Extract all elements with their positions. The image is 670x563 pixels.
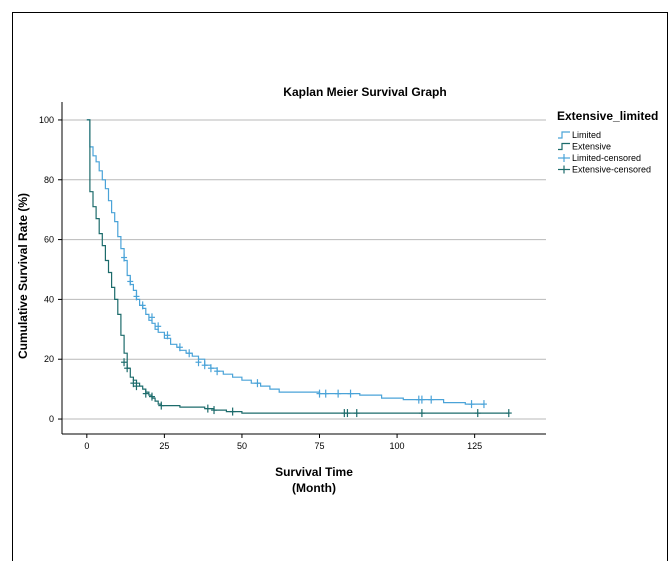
censor-mark-extensive — [211, 406, 218, 415]
legend-swatch — [558, 142, 570, 151]
censor-mark-limited — [186, 349, 193, 358]
legend-item: Extensive-censored — [558, 165, 651, 175]
legend-item: Limited-censored — [558, 153, 641, 163]
x-tick-label: 25 — [159, 441, 169, 451]
censor-mark-limited — [155, 322, 162, 331]
censor-mark-limited — [468, 400, 475, 409]
censor-mark-extensive — [148, 392, 155, 401]
legend-label: Limited-censored — [572, 153, 641, 163]
censor-mark-limited — [418, 395, 425, 404]
censor-mark-limited — [322, 389, 329, 398]
censor-mark-limited — [121, 253, 128, 262]
plot-area — [86, 119, 512, 418]
censor-mark-extensive — [474, 409, 481, 418]
censor-mark-limited — [201, 361, 208, 370]
censor-mark-limited — [335, 389, 342, 398]
censor-mark-limited — [148, 313, 155, 322]
censor-mark-limited — [254, 379, 261, 388]
axis-ticks: 0 20 40 60 80 100 0 25 50 75 100 125 — [39, 102, 546, 451]
y-tick-label: 80 — [44, 175, 54, 185]
censor-mark-limited — [139, 301, 146, 310]
censor-mark-extensive — [142, 389, 149, 398]
y-tick-label: 0 — [49, 414, 54, 424]
y-tick-label: 60 — [44, 235, 54, 245]
legend-title: Extensive_limited — [557, 109, 658, 123]
legend-item: Extensive — [558, 142, 611, 152]
censor-mark-limited — [480, 400, 487, 409]
x-axis-unit-label: (Month) — [292, 481, 336, 495]
x-tick-label: 100 — [390, 441, 405, 451]
y-tick-label: 40 — [44, 294, 54, 304]
censor-mark-extensive — [124, 364, 131, 373]
x-tick-label: 75 — [315, 441, 325, 451]
chart-title: Kaplan Meier Survival Graph — [283, 85, 446, 99]
censor-mark-limited — [428, 395, 435, 404]
legend-item: Limited — [558, 130, 601, 140]
censor-mark-extensive — [418, 409, 425, 418]
legend-label: Limited — [572, 130, 601, 140]
censor-mark-extensive — [121, 358, 128, 367]
censor-mark-extensive — [505, 409, 512, 418]
chart-frame — [12, 12, 668, 561]
grid-lines — [62, 119, 546, 420]
censor-mark-limited — [316, 389, 323, 398]
x-tick-label: 50 — [237, 441, 247, 451]
censor-mark-extensive — [130, 379, 137, 388]
y-tick-label: 100 — [39, 115, 54, 125]
censor-mark-limited — [127, 277, 134, 286]
censor-mark-extensive — [353, 409, 360, 418]
y-tick-label: 20 — [44, 354, 54, 364]
censor-mark-limited — [347, 389, 354, 398]
censor-mark-extensive — [158, 401, 165, 410]
censor-mark-limited — [133, 292, 140, 301]
x-tick-label: 125 — [467, 441, 482, 451]
censor-mark-extensive — [133, 382, 140, 391]
legend-label: Extensive-censored — [572, 165, 651, 175]
legend: Extensive_limited Limited ExtensiveLimite… — [557, 109, 658, 175]
censor-mark-limited — [214, 367, 221, 376]
censor-mark-extensive — [344, 409, 351, 418]
censor-mark-limited — [195, 358, 202, 367]
legend-label: Extensive — [572, 142, 611, 152]
censor-mark-limited — [164, 331, 171, 340]
x-axis-label: Survival Time — [275, 465, 353, 479]
censor-mark-extensive — [229, 407, 236, 416]
y-axis-label: Cumulative Survival Rate (%) — [16, 193, 30, 359]
censor-mark-limited — [207, 364, 214, 373]
x-tick-label: 0 — [84, 441, 89, 451]
legend-swatch — [558, 131, 570, 139]
censor-mark-extensive — [204, 404, 211, 413]
series-line-extensive — [86, 119, 509, 414]
series-line-limited — [86, 119, 484, 405]
censor-mark-limited — [176, 343, 183, 352]
